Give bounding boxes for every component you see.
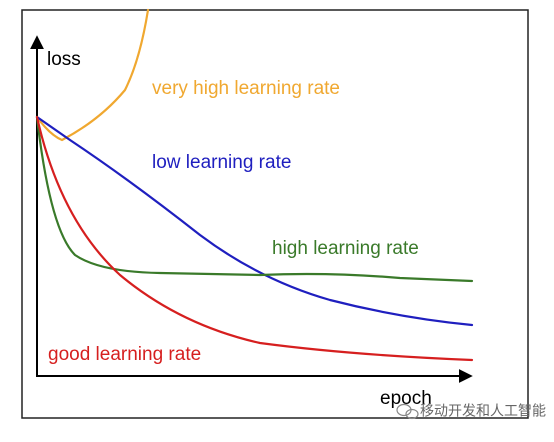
curve-label: high learning rate	[272, 238, 419, 259]
frame	[21, 9, 529, 419]
curve-low	[35, 115, 474, 327]
curve-good	[35, 115, 474, 362]
y-axis-label: loss	[47, 49, 81, 70]
watermark: 移动开发和人工智能	[420, 403, 546, 419]
curve-label: very high learning rate	[152, 78, 340, 99]
curve-label: low learning rate	[152, 152, 291, 173]
x-axis-label: epoch	[380, 388, 432, 409]
curve-very-high	[35, 8, 150, 142]
watermark-icon	[396, 403, 419, 420]
curve-label: good learning rate	[48, 344, 201, 365]
